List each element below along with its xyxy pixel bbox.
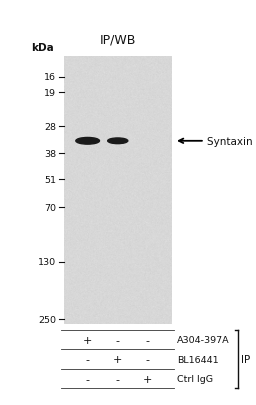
Text: -: -	[116, 335, 120, 345]
Text: 130: 130	[38, 258, 56, 266]
Text: Ctrl IgG: Ctrl IgG	[177, 374, 213, 383]
Text: IP: IP	[241, 354, 250, 364]
Text: 16: 16	[44, 73, 56, 82]
Text: -: -	[116, 374, 120, 384]
Text: 70: 70	[44, 203, 56, 212]
Text: IP/WB: IP/WB	[100, 34, 136, 47]
Ellipse shape	[108, 139, 128, 144]
Text: -: -	[86, 354, 90, 364]
Text: 250: 250	[38, 315, 56, 324]
Ellipse shape	[76, 138, 100, 145]
Text: +: +	[143, 374, 153, 384]
Text: -: -	[146, 354, 150, 364]
Text: -: -	[86, 374, 90, 384]
Text: 38: 38	[44, 149, 56, 158]
Text: 28: 28	[44, 122, 56, 132]
Text: +: +	[113, 354, 122, 364]
Text: BL16441: BL16441	[177, 355, 218, 364]
Text: 19: 19	[44, 88, 56, 97]
Text: -: -	[146, 335, 150, 345]
Text: A304-397A: A304-397A	[177, 335, 229, 344]
Text: kDa: kDa	[31, 43, 54, 53]
Text: Syntaxin 6: Syntaxin 6	[207, 136, 256, 147]
Text: 51: 51	[44, 175, 56, 184]
Text: +: +	[83, 335, 92, 345]
